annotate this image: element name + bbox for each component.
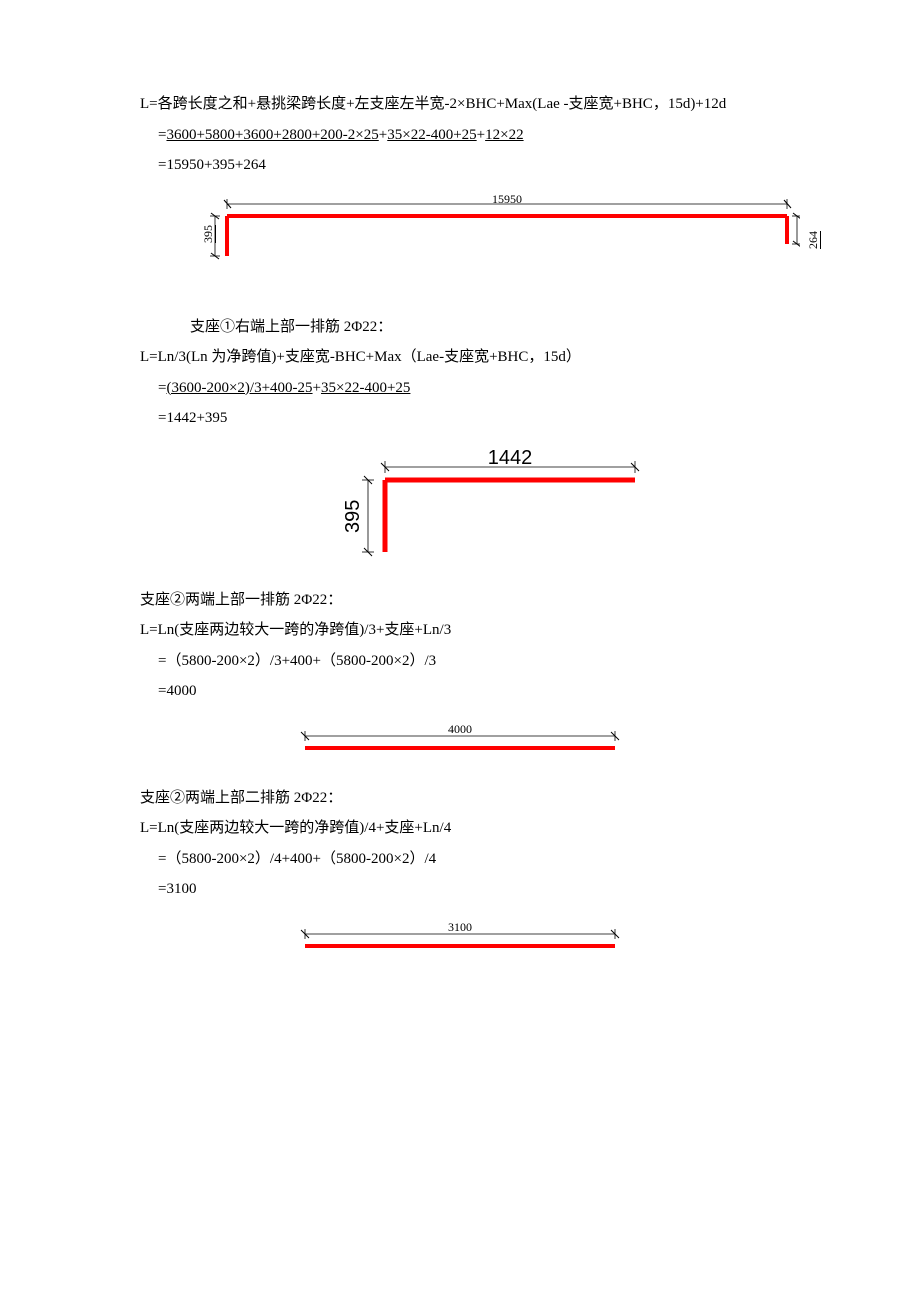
- sec3-title: 支座②两端上部一排筋 2Φ22：: [140, 586, 800, 615]
- sec4-line1: L=Ln(支座两边较大一跨的净跨值)/4+支座+Ln/4: [140, 814, 800, 843]
- diagram-3-top-dim: 4000: [305, 718, 615, 741]
- sec1-line2-u2: 35×22-400+25: [387, 127, 476, 143]
- diagram-1-left-dim: 395: [197, 212, 220, 256]
- sec1-line2-u1: 3600+5800+3600+2800+200-2×25: [166, 127, 378, 143]
- diagram-4-top-dim: 3100: [305, 916, 615, 939]
- diagram-2: 1442 395: [330, 445, 800, 560]
- sec4-line2: =（5800-200×2）/4+400+（5800-200×2）/4: [140, 845, 800, 874]
- diagram-1-right-dim-text: 264: [806, 231, 820, 249]
- sec1-line1: L=各跨长度之和+悬挑梁跨长度+左支座左半宽-2×BHC+Max(Lae -支座…: [140, 90, 800, 119]
- sec2-line2: =(3600-200×2)/3+400-25+35×22-400+25: [140, 374, 800, 403]
- sec2-line3: =1442+395: [140, 404, 800, 433]
- diagram-1-top-dim: 15950: [227, 188, 787, 211]
- sec1-line3: =15950+395+264: [140, 151, 800, 180]
- sec3-line3: =4000: [140, 677, 800, 706]
- sec2-line2-u2: 35×22-400+25: [321, 380, 410, 396]
- diagram-3: 4000: [290, 718, 800, 758]
- diagram-2-left-dim: 395: [334, 480, 372, 552]
- diagram-2-top-dim: 1442: [385, 439, 635, 477]
- sec2-line2-p1: +: [313, 380, 321, 396]
- sec2-line1: L=Ln/3(Ln 为净跨值)+支座宽-BHC+Max（Lae-支座宽+BHC，…: [140, 343, 800, 372]
- sec1-line2-u3: 12×22: [485, 127, 523, 143]
- diagram-1: 15950 395 264: [180, 192, 800, 287]
- diagram-1-left-dim-text: 395: [201, 225, 215, 243]
- sec4-title: 支座②两端上部二排筋 2Φ22：: [140, 784, 800, 813]
- sec2-line2-u1: (3600-200×2)/3+400-25: [166, 380, 312, 396]
- sec1-line2-p1: +: [379, 127, 387, 143]
- sec1-line2-p2: +: [477, 127, 485, 143]
- page: L=各跨长度之和+悬挑梁跨长度+左支座左半宽-2×BHC+Max(Lae -支座…: [0, 0, 920, 1302]
- sec2-title: 支座①右端上部一排筋 2Φ22：: [140, 313, 800, 342]
- diagram-1-right-dim: 264: [802, 210, 825, 270]
- sec3-line1: L=Ln(支座两边较大一跨的净跨值)/3+支座+Ln/3: [140, 616, 800, 645]
- sec4-line3: =3100: [140, 875, 800, 904]
- diagram-4: 3100: [290, 916, 800, 956]
- sec3-line2: =（5800-200×2）/3+400+（5800-200×2）/3: [140, 647, 800, 676]
- sec1-line2: =3600+5800+3600+2800+200-2×25+35×22-400+…: [140, 121, 800, 150]
